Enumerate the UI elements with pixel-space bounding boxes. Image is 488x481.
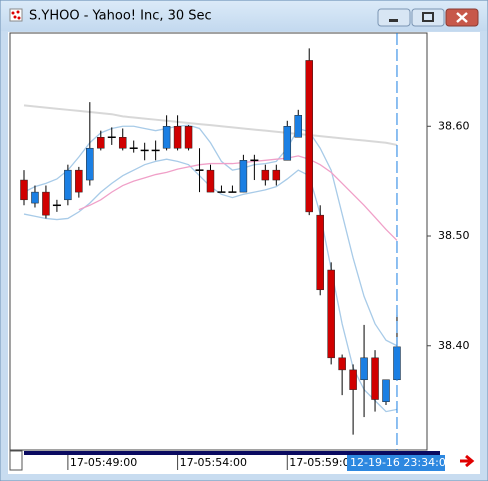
- maximize-button[interactable]: [411, 8, 445, 27]
- indicator-line: [23, 124, 398, 347]
- indicator-line: [78, 155, 398, 241]
- candle-body: [184, 126, 193, 149]
- candle-body: [272, 169, 281, 181]
- candle-body: [20, 179, 28, 201]
- scroll-thumb[interactable]: [9, 450, 23, 471]
- candle-body: [338, 357, 346, 371]
- candle-body: [162, 126, 171, 149]
- x-tick-label: 17-05:59:00: [289, 456, 356, 469]
- candle-body: [283, 126, 292, 161]
- candle-body: [86, 147, 94, 181]
- candle-body: [97, 137, 105, 149]
- candle-body: [75, 169, 83, 193]
- candle-body: [360, 357, 368, 381]
- candle-body: [349, 369, 357, 390]
- y-tick-label: 38.60: [438, 119, 470, 132]
- candle-body: [42, 191, 50, 216]
- cursor-label-bg: [347, 455, 445, 471]
- app-icon: [9, 8, 23, 22]
- candle-body: [118, 137, 127, 149]
- x-tick-label: 17-05:49:00: [70, 456, 137, 469]
- scroll-right-arrow[interactable]: [460, 454, 475, 468]
- window-title: S.YHOO - Yahoo! Inc, 30 Sec: [29, 9, 212, 24]
- candle-body: [239, 160, 248, 193]
- plot-area: [9, 32, 428, 451]
- close-button[interactable]: [445, 8, 479, 27]
- x-tick-label: 17-05:54:00: [180, 456, 247, 469]
- candle-body: [261, 169, 270, 181]
- candle-body: [382, 379, 390, 402]
- candle-body: [31, 191, 39, 204]
- y-tick-label: 38.40: [438, 339, 470, 352]
- cursor-label: 12-19-16 23:34:00: [350, 456, 453, 469]
- candle-body: [206, 169, 215, 193]
- y-tick-label: 38.50: [438, 229, 470, 242]
- candle-body: [294, 115, 302, 138]
- candle-body: [305, 60, 313, 213]
- candle-body: [327, 269, 335, 359]
- candle-body: [173, 126, 182, 149]
- candle-body: [316, 214, 324, 291]
- minimize-button[interactable]: [377, 8, 411, 27]
- indicator-line: [23, 104, 398, 146]
- scrollbar[interactable]: [24, 451, 440, 455]
- candle-body: [64, 169, 72, 201]
- candle-body: [371, 357, 379, 400]
